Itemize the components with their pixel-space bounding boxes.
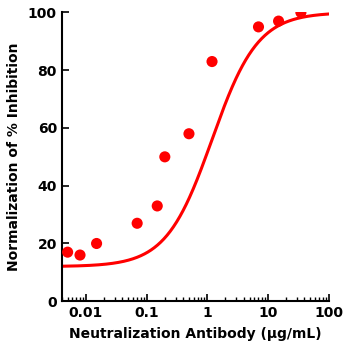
Point	[94, 241, 99, 246]
Point	[256, 24, 261, 30]
Point	[298, 10, 304, 15]
Point	[186, 131, 192, 136]
Y-axis label: Normalization of % Inhibition: Normalization of % Inhibition	[7, 42, 21, 271]
Point	[77, 252, 83, 258]
Point	[65, 250, 70, 255]
X-axis label: Neutralization Antibody (μg/mL): Neutralization Antibody (μg/mL)	[69, 327, 321, 341]
Point	[209, 59, 215, 64]
Point	[134, 221, 140, 226]
Point	[154, 203, 160, 209]
Point	[162, 154, 168, 160]
Point	[276, 18, 281, 24]
